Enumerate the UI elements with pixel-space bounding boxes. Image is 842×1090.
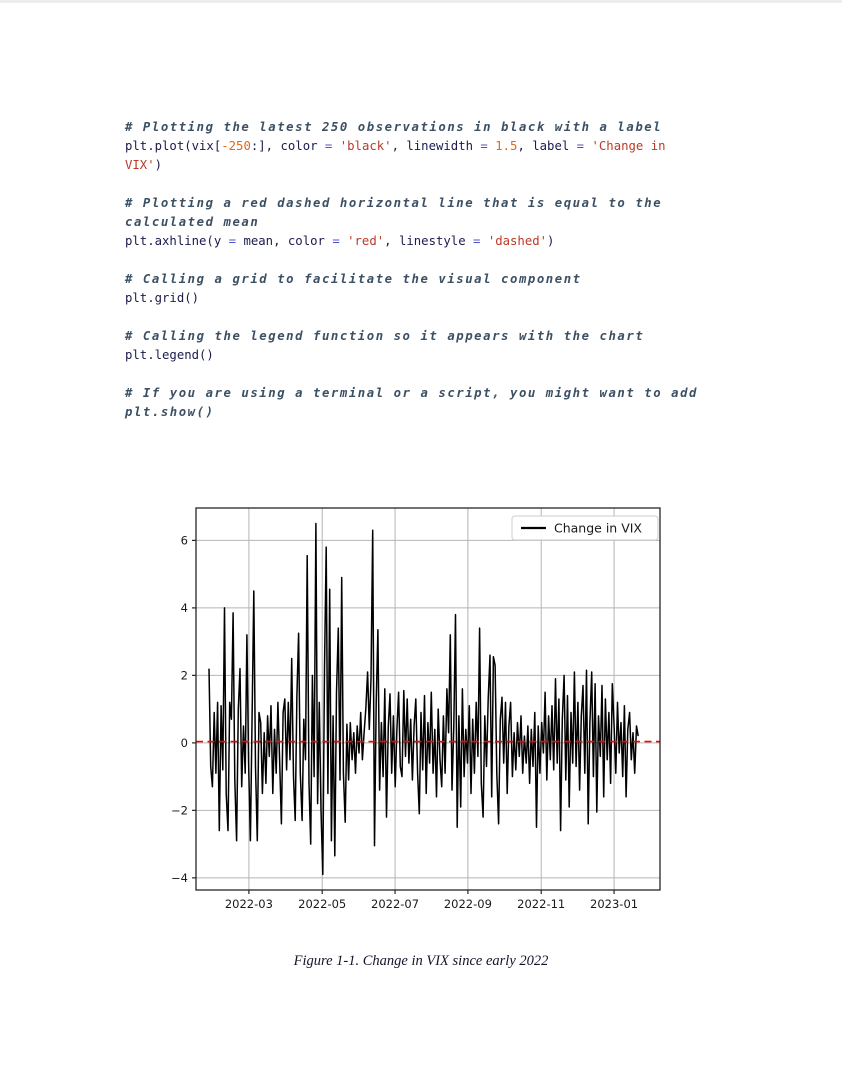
code-token-str: VIX' — [125, 158, 155, 172]
code-comment-line: plt.show() — [125, 403, 745, 422]
code-token-n: -250 — [221, 139, 251, 153]
vix-chart: 6 4 2 0 −2 −4 2022-03 2022-05 2022-07 2022-09 2022… — [150, 498, 680, 923]
code-token-comment: plt.show() — [125, 405, 215, 419]
code-token-str: 'dashed' — [487, 234, 548, 248]
code-token-o: = — [228, 234, 237, 248]
y-tick-label: 2 — [181, 668, 188, 682]
code-token-comment: # If you are using a terminal or a scrip… — [125, 386, 699, 400]
figure-caption: Figure 1-1. Change in VIX since early 20… — [293, 953, 549, 969]
code-line: VIX') — [125, 156, 745, 175]
code-token-d — [332, 139, 339, 153]
y-tick-label: −2 — [171, 803, 188, 817]
plot-border — [195, 507, 661, 891]
code-token-d: , linewidth — [391, 139, 481, 153]
code-blank-line — [125, 251, 745, 270]
code-token-d — [480, 234, 487, 248]
code-line: plt.axhline(y = mean, color = 'red', lin… — [125, 232, 745, 251]
code-comment-line: # Calling the legend function so it appe… — [125, 327, 745, 346]
y-tick-label: 4 — [181, 601, 188, 615]
code-token-d: :], color — [250, 139, 325, 153]
y-tick-label: 0 — [181, 736, 188, 750]
code-token-o: = — [576, 139, 585, 153]
code-comment-line: # If you are using a terminal or a scrip… — [125, 384, 745, 403]
y-tick-label: −4 — [171, 871, 188, 885]
code-token-comment: # Plotting the latest 250 observations i… — [125, 120, 663, 134]
y-tick-label: 6 — [181, 533, 188, 547]
x-tick-label: 2022-11 — [517, 897, 565, 911]
chart-legend: Change in VIX — [511, 515, 659, 541]
code-token-d — [340, 234, 347, 248]
code-token-str: 'Change in — [591, 139, 666, 153]
code-token-str: 'red' — [347, 234, 385, 248]
code-token-d: plt.legend() — [125, 348, 214, 362]
x-tick-label: 2022-03 — [225, 897, 273, 911]
code-line: plt.plot(vix[-250:], color = 'black', li… — [125, 137, 745, 156]
code-token-n: 1.5 — [495, 139, 518, 153]
x-tick-label: 2022-05 — [298, 897, 346, 911]
code-token-comment: calculated mean — [125, 215, 260, 229]
code-block: # Plotting the latest 250 observations i… — [125, 118, 745, 422]
code-token-d: plt.axhline(y — [125, 234, 229, 248]
code-token-str: 'black' — [339, 139, 392, 153]
legend-label: Change in VIX — [554, 521, 642, 536]
code-token-comment: # Calling the legend function so it appe… — [125, 329, 645, 343]
code-blank-line — [125, 308, 745, 327]
code-token-comment: # Plotting a red dashed horizontal line … — [125, 196, 663, 210]
code-line: plt.grid() — [125, 289, 745, 308]
code-line: plt.legend() — [125, 346, 745, 365]
code-token-d: ) — [547, 234, 555, 248]
code-comment-line: # Calling a grid to facilitate the visua… — [125, 270, 745, 289]
page-top-edge — [0, 0, 842, 3]
x-tick-label: 2022-09 — [444, 897, 492, 911]
vix-chart-svg: 6 4 2 0 −2 −4 2022-03 2022-05 2022-07 2022-09 2022… — [171, 507, 661, 911]
x-tick-label: 2022-07 — [371, 897, 419, 911]
series-line-change-in-vix — [208, 522, 639, 876]
code-comment-line: calculated mean — [125, 213, 745, 232]
code-blank-line — [125, 365, 745, 384]
code-token-d: ) — [154, 158, 163, 172]
legend-box — [511, 515, 659, 541]
code-token-o: = — [332, 234, 340, 248]
code-token-d: mean, color — [236, 234, 333, 248]
code-token-comment: # Calling a grid to facilitate the visua… — [125, 272, 582, 286]
code-token-d: , linestyle — [384, 234, 473, 248]
code-token-o: = — [473, 234, 481, 248]
code-comment-line: # Plotting a red dashed horizontal line … — [125, 194, 745, 213]
code-token-d: plt.grid() — [125, 291, 200, 305]
x-tick-label: 2023-01 — [590, 897, 638, 911]
code-token-d: plt.plot(vix[ — [125, 139, 222, 153]
code-blank-line — [125, 175, 745, 194]
code-token-d: , label — [517, 139, 577, 153]
code-comment-line: # Plotting the latest 250 observations i… — [125, 118, 745, 137]
code-token-o: = — [480, 139, 488, 153]
code-token-o: = — [324, 139, 333, 153]
